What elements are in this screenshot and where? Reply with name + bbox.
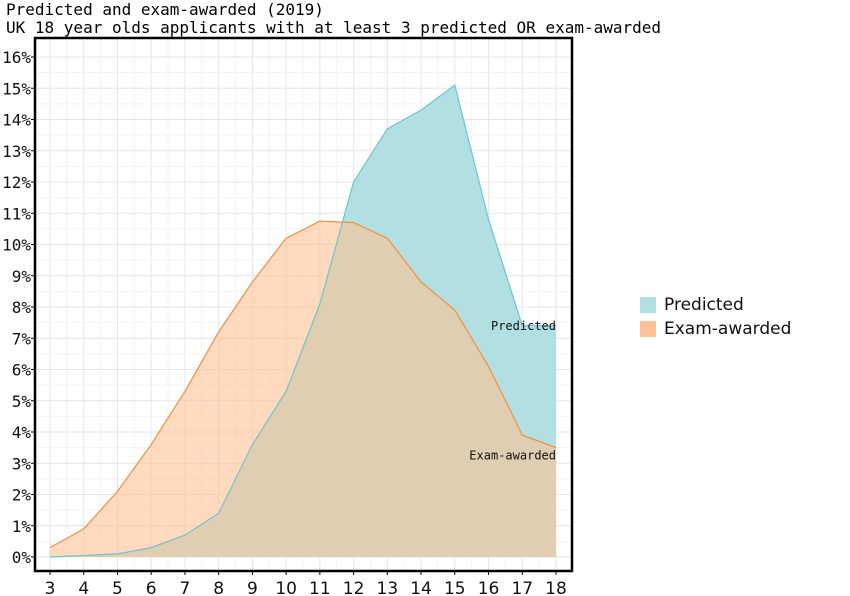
legend-label-predicted: Predicted: [664, 295, 744, 315]
x-tick-label: 7: [180, 579, 191, 596]
y-tick-label: 16%: [2, 48, 31, 67]
y-tick-label: 6%: [12, 361, 32, 380]
legend-swatch-predicted: [640, 297, 656, 313]
area-exam-awarded: [50, 221, 556, 557]
y-tick-label: 2%: [12, 486, 32, 505]
y-tick-label: 7%: [12, 329, 32, 348]
x-tick-label: 8: [213, 579, 224, 596]
legend-label-exam-awarded: Exam-awarded: [664, 319, 792, 339]
x-tick-label: 11: [309, 579, 331, 596]
y-tick-label: 4%: [12, 423, 32, 442]
y-tick-label: 12%: [2, 173, 31, 192]
end-label-predicted: Predicted: [491, 319, 556, 333]
line-predicted: [49, 84, 556, 558]
x-tick-label: 14: [410, 579, 432, 596]
legend-item-predicted: Predicted: [640, 293, 791, 317]
end-label-exam-awarded: Exam-awarded: [469, 449, 556, 463]
x-tick-label: 18: [545, 579, 567, 596]
x-tick-label: 3: [45, 579, 56, 596]
y-tick-label: 11%: [2, 204, 31, 223]
chart-subtitle: UK 18 year olds applicants with at least…: [6, 18, 662, 37]
chart-title: Predicted and exam-awarded (2019): [6, 0, 324, 19]
y-tick-label: 3%: [12, 454, 32, 473]
x-tick-label: 13: [377, 579, 399, 596]
y-tick-label: 5%: [12, 392, 32, 411]
x-tick-label: 17: [511, 579, 533, 596]
x-tick-label: 4: [78, 579, 89, 596]
y-tick-label: 8%: [12, 298, 32, 317]
y-tick-label: 10%: [2, 236, 31, 255]
y-tick-label: 1%: [12, 517, 32, 536]
x-tick-label: 5: [112, 579, 123, 596]
y-tick-label: 14%: [2, 111, 31, 130]
plot-frame: [33, 36, 574, 573]
x-tick-label: 10: [275, 579, 297, 596]
y-tick-label: 13%: [2, 142, 31, 161]
legend-item-exam-awarded: Exam-awarded: [640, 317, 791, 341]
x-tick-label: 9: [247, 579, 258, 596]
line-exam-awarded: [49, 220, 557, 549]
legend: Predicted Exam-awarded: [640, 293, 791, 341]
x-tick-label: 16: [478, 579, 500, 596]
y-tick-label: 0%: [12, 548, 32, 567]
y-tick-label: 15%: [2, 79, 31, 98]
x-tick-label: 15: [444, 579, 466, 596]
x-tick-label: 6: [146, 579, 157, 596]
y-tick-label: 9%: [12, 267, 32, 286]
x-tick-label: 12: [343, 579, 365, 596]
legend-swatch-exam-awarded: [640, 321, 656, 337]
